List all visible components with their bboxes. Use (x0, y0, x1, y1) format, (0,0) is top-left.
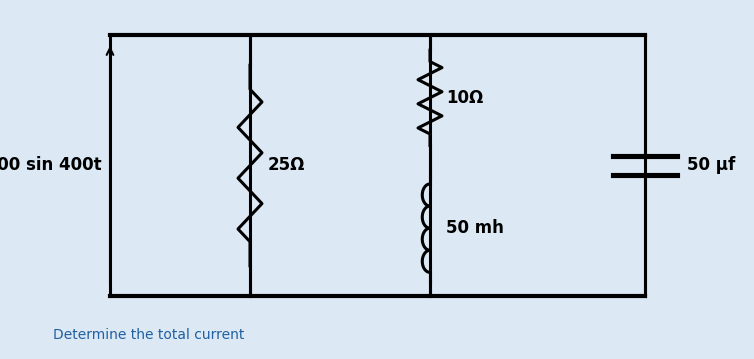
Text: e = 100 sin 400t: e = 100 sin 400t (0, 157, 102, 174)
Text: 10Ω: 10Ω (446, 89, 483, 107)
Text: 25Ω: 25Ω (268, 157, 305, 174)
Text: Determine the total current: Determine the total current (53, 328, 244, 342)
Text: 50 μf: 50 μf (687, 157, 735, 174)
Text: 50 mh: 50 mh (446, 219, 504, 237)
